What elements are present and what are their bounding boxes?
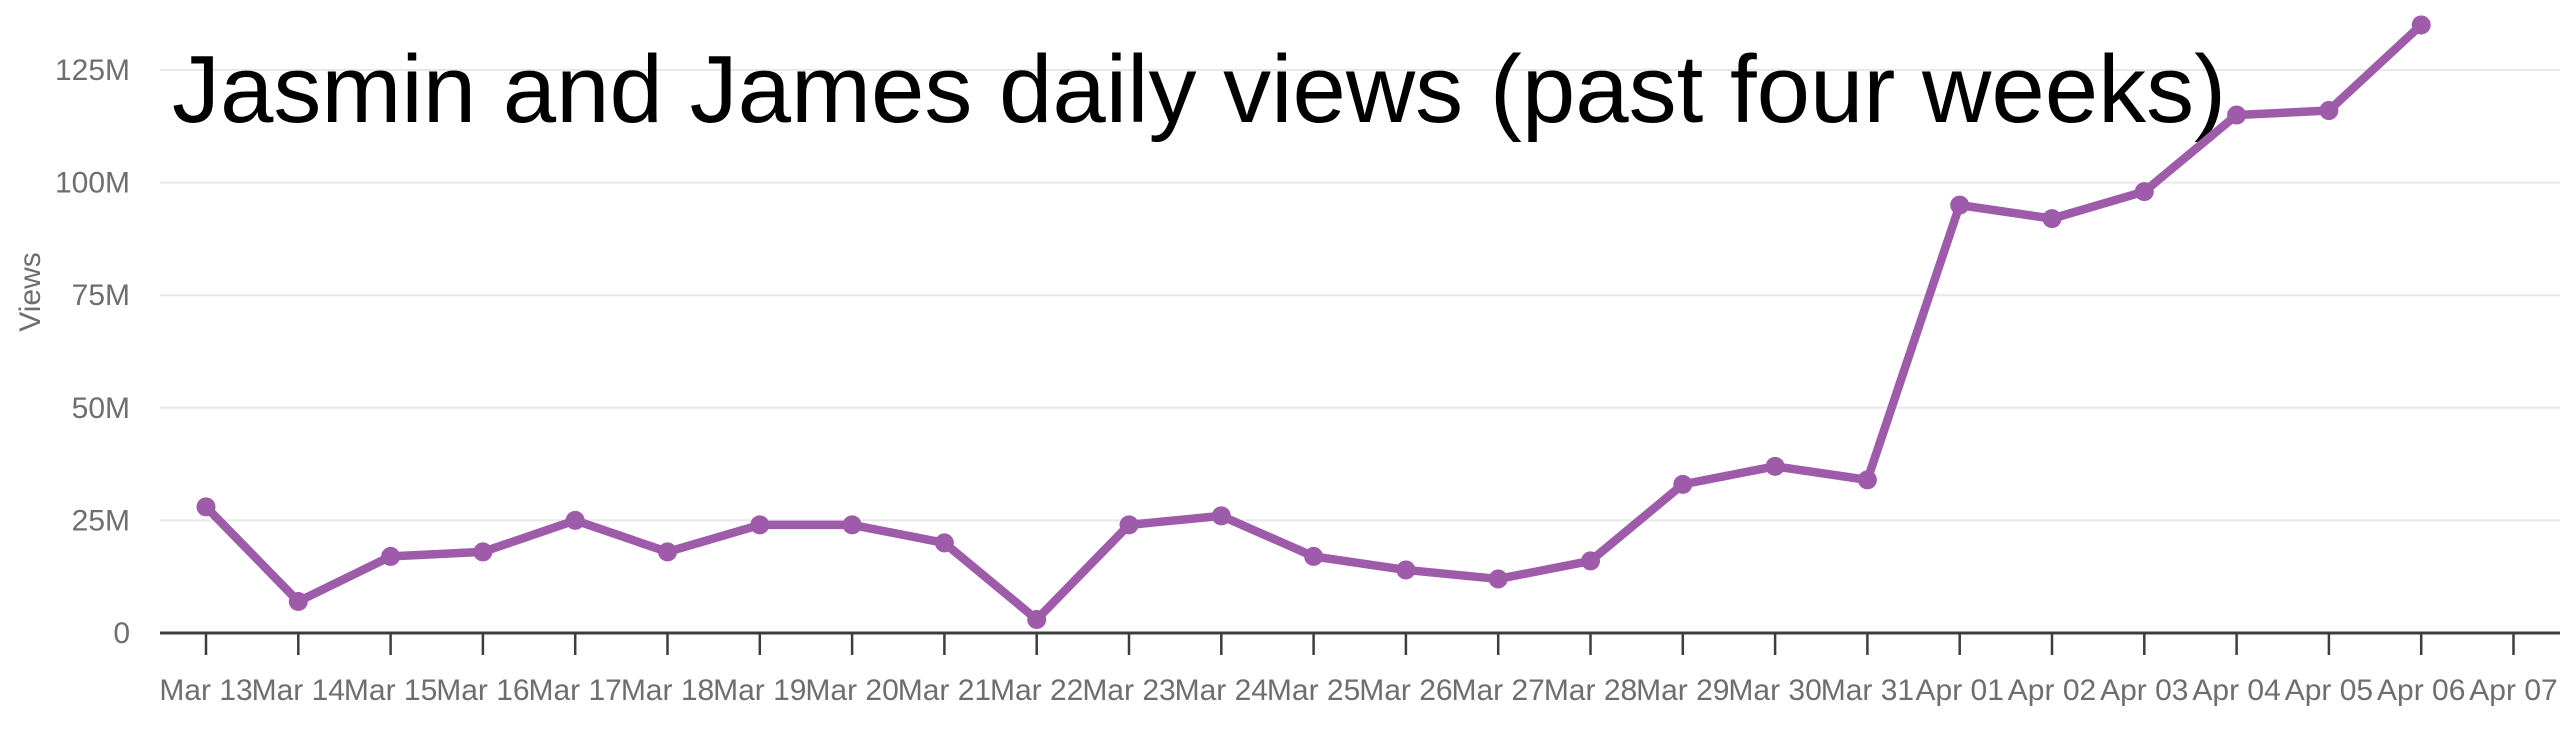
- series-layer: [196, 15, 2431, 629]
- data-point[interactable]: [288, 591, 308, 611]
- data-point[interactable]: [842, 515, 862, 535]
- x-axis-label: Mar 26: [1359, 674, 1452, 707]
- y-axis-title: Views: [14, 252, 47, 331]
- data-point[interactable]: [1396, 560, 1416, 580]
- x-axis-label: Mar 23: [1082, 674, 1175, 707]
- x-axis-label: Mar 17: [529, 674, 622, 707]
- data-point[interactable]: [2134, 182, 2154, 202]
- data-point[interactable]: [1488, 569, 1508, 589]
- x-axis-label: Mar 16: [436, 674, 529, 707]
- x-axis-label: Mar 22: [990, 674, 1083, 707]
- x-axis-label: Mar 19: [713, 674, 806, 707]
- data-point[interactable]: [1950, 195, 1970, 215]
- x-axis-label: Mar 28: [1544, 674, 1637, 707]
- data-point[interactable]: [1581, 551, 1600, 571]
- data-point[interactable]: [2411, 15, 2431, 35]
- x-axis-label: Mar 31: [1821, 674, 1914, 707]
- x-axis-label: Mar 20: [805, 674, 898, 707]
- data-point[interactable]: [658, 542, 677, 562]
- y-axis-label: 25M: [72, 504, 130, 537]
- x-axis-label: Mar 14: [252, 674, 345, 707]
- x-axis-label: Mar 21: [898, 674, 991, 707]
- data-point[interactable]: [473, 542, 493, 562]
- x-axis-label: Apr 04: [2192, 674, 2280, 707]
- data-point[interactable]: [1857, 470, 1877, 490]
- data-point[interactable]: [565, 510, 585, 530]
- data-point[interactable]: [1027, 609, 1047, 629]
- data-point[interactable]: [2319, 101, 2339, 121]
- x-axis-label: Mar 27: [1452, 674, 1545, 707]
- y-axis-label: 0: [113, 617, 130, 650]
- x-axis-label: Mar 18: [621, 674, 714, 707]
- x-axis-label: Mar 13: [159, 674, 252, 707]
- chart-title: Jasmin and James daily views (past four …: [172, 36, 2226, 143]
- y-axis-label: 50M: [72, 392, 130, 425]
- data-point[interactable]: [1304, 546, 1324, 566]
- y-axis-label: 75M: [72, 279, 130, 312]
- x-axis-label: Apr 02: [2008, 674, 2096, 707]
- x-axis-label: Mar 30: [1728, 674, 1821, 707]
- x-axis-label: Mar 29: [1636, 674, 1729, 707]
- y-axis-label: 100M: [55, 167, 130, 200]
- x-axis-label: Apr 05: [2285, 674, 2373, 707]
- axis-layer: [160, 631, 2560, 655]
- x-axis-label: Apr 06: [2377, 674, 2465, 707]
- data-point[interactable]: [1765, 456, 1785, 476]
- data-point[interactable]: [381, 546, 401, 566]
- x-axis-label: Apr 01: [1916, 674, 2004, 707]
- data-point[interactable]: [1119, 515, 1139, 535]
- x-axis-label: Mar 15: [344, 674, 437, 707]
- data-point[interactable]: [934, 533, 954, 553]
- x-axis-label: Apr 03: [2100, 674, 2188, 707]
- data-point[interactable]: [750, 515, 770, 535]
- data-point[interactable]: [1211, 506, 1231, 526]
- data-point[interactable]: [196, 497, 216, 517]
- x-axis-label: Mar 25: [1267, 674, 1360, 707]
- data-point[interactable]: [2042, 209, 2062, 229]
- data-point[interactable]: [2227, 105, 2247, 125]
- x-axis-label: Mar 24: [1175, 674, 1268, 707]
- data-point[interactable]: [1673, 474, 1693, 494]
- y-axis-label: 125M: [55, 54, 130, 87]
- x-axis-label: Apr 07: [2469, 674, 2557, 707]
